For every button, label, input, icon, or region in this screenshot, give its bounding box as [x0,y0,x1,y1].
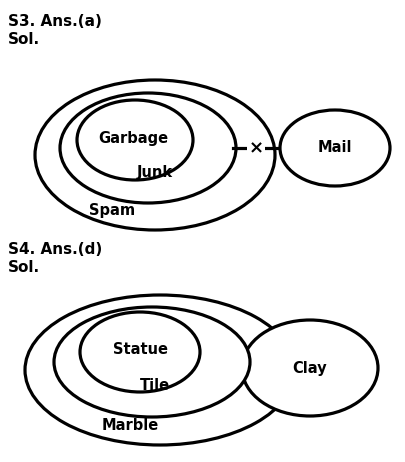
Text: Mail: Mail [318,140,352,156]
Text: Sol.: Sol. [8,260,40,275]
Text: Junk: Junk [137,164,173,180]
Text: S3. Ans.(a): S3. Ans.(a) [8,14,102,29]
Text: Spam: Spam [89,202,135,218]
Ellipse shape [35,80,275,230]
Text: ×: × [248,139,264,157]
Ellipse shape [242,320,378,416]
Text: Garbage: Garbage [98,130,168,146]
Text: Statue: Statue [113,342,168,358]
Text: Sol.: Sol. [8,32,40,47]
Text: S4. Ans.(d): S4. Ans.(d) [8,242,102,257]
Ellipse shape [80,312,200,392]
Ellipse shape [25,295,295,445]
Text: Marble: Marble [101,418,159,432]
Text: Tile: Tile [140,377,170,393]
Ellipse shape [77,100,193,180]
Ellipse shape [280,110,390,186]
Ellipse shape [54,307,250,417]
Ellipse shape [60,93,236,203]
Text: Clay: Clay [293,360,327,376]
